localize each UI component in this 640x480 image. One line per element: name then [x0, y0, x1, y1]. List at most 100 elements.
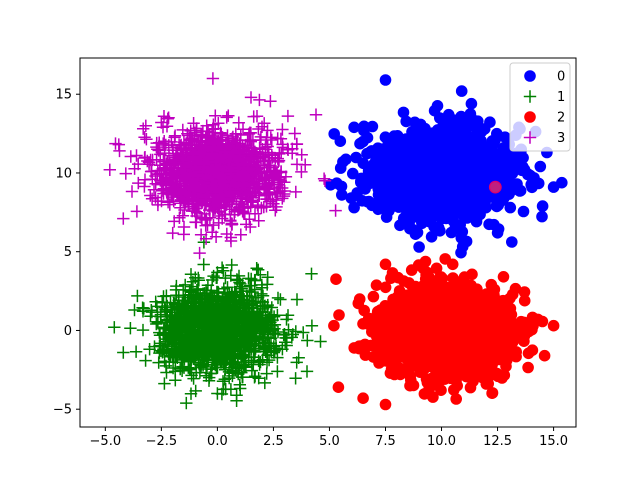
data-point: [504, 201, 517, 214]
data-point: [510, 346, 522, 358]
data-point: [452, 200, 465, 212]
data-point: [522, 361, 534, 374]
data-point: [388, 358, 400, 371]
data-point: [397, 106, 410, 119]
data-point: [425, 339, 438, 352]
data-point: [465, 326, 477, 338]
data-point: [417, 210, 429, 222]
data-point: [393, 148, 405, 160]
series-0: [324, 74, 568, 259]
data-point: [234, 382, 247, 395]
data-point: [518, 335, 530, 348]
data-point: [250, 262, 263, 275]
data-point: [403, 199, 415, 212]
data-point: [441, 200, 453, 213]
data-point: [443, 134, 455, 147]
data-point: [462, 311, 474, 324]
data-point: [532, 177, 545, 190]
data-point: [475, 295, 487, 308]
data-point: [357, 392, 369, 405]
data-point: [429, 167, 442, 179]
data-point: [485, 364, 497, 377]
data-point: [423, 383, 435, 396]
data-point: [452, 143, 465, 156]
data-point: [418, 131, 431, 143]
data-point: [470, 214, 483, 226]
data-point: [379, 258, 392, 271]
data-point: [518, 294, 531, 307]
data-point: [379, 398, 392, 411]
data-point: [465, 97, 478, 110]
data-point: [425, 304, 438, 316]
data-point: [402, 162, 415, 175]
data-point: [506, 236, 518, 248]
data-point: [416, 297, 428, 309]
data-point: [505, 324, 517, 337]
data-point: [177, 283, 190, 297]
data-point: [471, 283, 483, 296]
data-point: [456, 225, 469, 238]
data-point: [446, 258, 459, 271]
data-point: [370, 279, 383, 292]
data-point: [411, 226, 424, 239]
data-point: [425, 231, 438, 243]
data-point: [439, 153, 452, 166]
data-point: [496, 194, 509, 207]
data-point: [489, 154, 502, 166]
data-point: [426, 275, 438, 288]
data-point: [496, 347, 509, 359]
data-point: [534, 160, 547, 173]
data-point: [415, 158, 428, 170]
data-point: [406, 280, 419, 293]
data-point: [509, 282, 522, 295]
series-1: [108, 236, 327, 410]
data-point: [435, 384, 447, 397]
data-point: [379, 74, 392, 86]
data-point: [461, 293, 473, 306]
data-point: [453, 367, 466, 380]
data-point: [439, 121, 451, 134]
data-point: [473, 346, 485, 359]
data-point: [522, 347, 535, 360]
data-point: [501, 160, 514, 172]
data-point: [389, 193, 402, 206]
data-point: [395, 171, 407, 184]
data-point: [482, 319, 494, 332]
data-point: [389, 159, 402, 172]
data-point: [455, 85, 468, 97]
data-points: [103, 72, 568, 411]
data-point: [491, 127, 503, 140]
data-point: [497, 147, 509, 160]
data-point: [472, 311, 484, 323]
data-point: [497, 271, 510, 283]
data-point: [230, 389, 243, 402]
data-point: [431, 314, 444, 326]
data-point: [381, 203, 393, 216]
data-point: [414, 366, 426, 379]
data-point: [486, 350, 499, 363]
data-point: [379, 166, 392, 178]
data-point: [468, 164, 481, 177]
data-point: [376, 143, 389, 155]
data-point: [466, 268, 478, 281]
data-point: [500, 360, 512, 373]
data-point: [328, 319, 340, 332]
data-point: [432, 202, 444, 215]
data-point: [348, 121, 360, 134]
data-point: [136, 323, 150, 337]
data-point: [454, 184, 466, 196]
data-point: [412, 259, 425, 271]
data-point: [455, 110, 468, 123]
data-point: [382, 301, 395, 314]
data-point: [375, 192, 388, 204]
data-point: [392, 271, 404, 284]
data-point: [454, 169, 466, 181]
data-point: [290, 293, 304, 306]
data-point: [271, 365, 284, 378]
data-point: [408, 181, 420, 194]
data-point: [435, 212, 448, 225]
data-point: [333, 309, 345, 321]
data-point: [445, 308, 458, 321]
data-point: [150, 317, 163, 331]
data-point: [359, 183, 371, 195]
